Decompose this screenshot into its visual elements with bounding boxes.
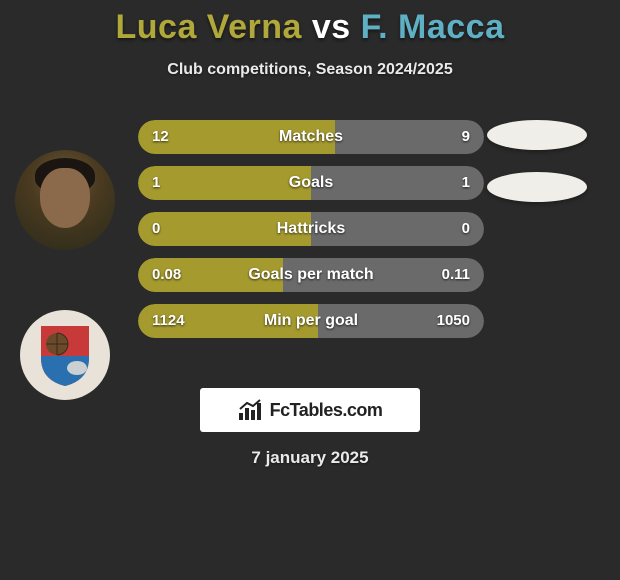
avatar-face [40,168,90,228]
vs-text: vs [312,8,361,46]
stat-row: 11241050Min per goal [138,304,484,338]
shield-icon [37,322,93,388]
stat-label: Min per goal [138,304,484,338]
branding-badge: FcTables.com [200,388,420,432]
stats-container: 129Matches 11Goals 00Hattricks 0.080.11Goal… [138,120,484,350]
stat-row: 11Goals [138,166,484,200]
stat-row: 129Matches [138,120,484,154]
subtitle: Club competitions, Season 2024/2025 [0,61,620,79]
club-badge [20,310,110,400]
right-column [487,120,602,224]
date-text: 7 january 2025 [0,448,620,468]
stat-label: Matches [138,120,484,154]
player2-name: F. Macca [361,8,505,46]
page-title: Luca Verna vs F. Macca [0,0,620,47]
stat-row: 00Hattricks [138,212,484,246]
branding-text: FcTables.com [270,400,383,421]
player1-avatar [15,150,115,250]
player2-marker-2 [487,172,587,202]
player2-marker-1 [487,120,587,150]
stat-label: Hattricks [138,212,484,246]
left-column [10,150,120,400]
chart-icon [238,399,264,421]
stat-row: 0.080.11Goals per match [138,258,484,292]
stat-label: Goals per match [138,258,484,292]
stat-label: Goals [138,166,484,200]
player1-name: Luca Verna [116,8,302,46]
